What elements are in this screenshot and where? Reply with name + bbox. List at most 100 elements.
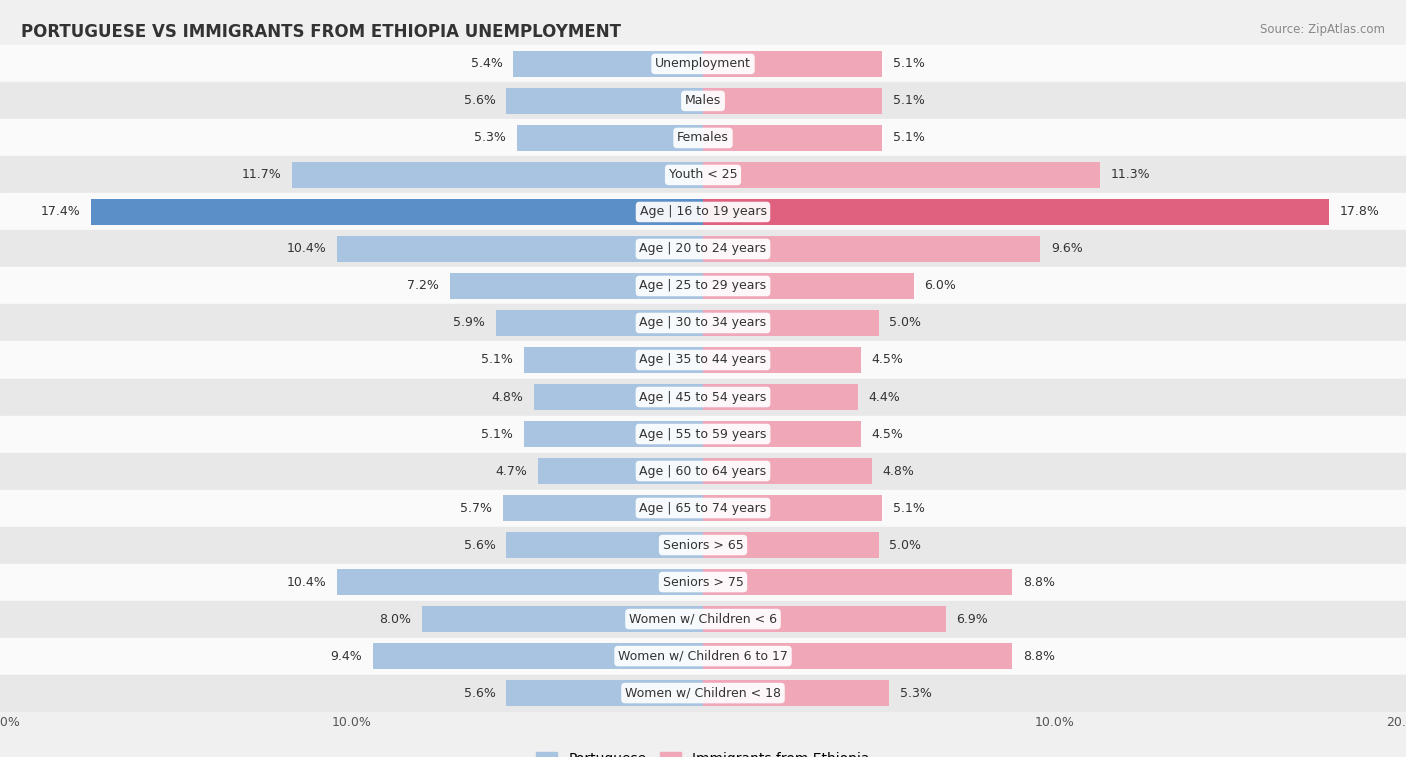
Text: PORTUGUESE VS IMMIGRANTS FROM ETHIOPIA UNEMPLOYMENT: PORTUGUESE VS IMMIGRANTS FROM ETHIOPIA U… xyxy=(21,23,621,41)
Text: Unemployment: Unemployment xyxy=(655,58,751,70)
Text: Seniors > 75: Seniors > 75 xyxy=(662,575,744,588)
Text: 4.7%: 4.7% xyxy=(495,465,527,478)
Text: 10.4%: 10.4% xyxy=(287,575,326,588)
Bar xyxy=(0,527,1406,563)
Bar xyxy=(703,569,1012,595)
Text: 5.1%: 5.1% xyxy=(893,58,925,70)
Bar xyxy=(0,194,1406,230)
Text: 5.1%: 5.1% xyxy=(893,95,925,107)
Text: Seniors > 65: Seniors > 65 xyxy=(662,538,744,552)
Text: 5.3%: 5.3% xyxy=(900,687,932,699)
Bar xyxy=(0,416,1406,453)
Bar xyxy=(0,304,1406,341)
Bar xyxy=(703,495,883,522)
Bar xyxy=(703,347,860,373)
Text: 11.3%: 11.3% xyxy=(1111,169,1150,182)
Text: Women w/ Children 6 to 17: Women w/ Children 6 to 17 xyxy=(619,650,787,662)
Text: 8.8%: 8.8% xyxy=(1024,650,1054,662)
Text: 4.4%: 4.4% xyxy=(869,391,900,403)
Text: 5.3%: 5.3% xyxy=(474,132,506,145)
Bar xyxy=(0,267,1406,304)
Bar xyxy=(506,680,703,706)
Text: Age | 60 to 64 years: Age | 60 to 64 years xyxy=(640,465,766,478)
Text: Age | 20 to 24 years: Age | 20 to 24 years xyxy=(640,242,766,255)
Text: Age | 45 to 54 years: Age | 45 to 54 years xyxy=(640,391,766,403)
Bar xyxy=(703,273,914,299)
Bar xyxy=(703,531,879,559)
Bar xyxy=(0,600,1406,637)
Bar xyxy=(517,125,703,151)
Text: Age | 16 to 19 years: Age | 16 to 19 years xyxy=(640,205,766,219)
Bar xyxy=(0,341,1406,378)
Bar xyxy=(703,680,889,706)
Text: 5.9%: 5.9% xyxy=(453,316,485,329)
Bar xyxy=(703,421,860,447)
Bar xyxy=(524,347,703,373)
Text: 7.2%: 7.2% xyxy=(408,279,439,292)
Bar xyxy=(524,421,703,447)
Text: 5.1%: 5.1% xyxy=(481,428,513,441)
Text: 4.8%: 4.8% xyxy=(883,465,914,478)
Text: 5.0%: 5.0% xyxy=(889,538,921,552)
Text: 8.8%: 8.8% xyxy=(1024,575,1054,588)
Text: 5.6%: 5.6% xyxy=(464,95,496,107)
Text: 11.7%: 11.7% xyxy=(242,169,281,182)
Text: Males: Males xyxy=(685,95,721,107)
Bar xyxy=(0,674,1406,712)
Bar xyxy=(503,495,703,522)
Text: 5.1%: 5.1% xyxy=(893,132,925,145)
Text: Age | 65 to 74 years: Age | 65 to 74 years xyxy=(640,502,766,515)
Text: 5.1%: 5.1% xyxy=(481,354,513,366)
Text: 8.0%: 8.0% xyxy=(380,612,412,625)
Bar xyxy=(0,45,1406,83)
Text: Age | 35 to 44 years: Age | 35 to 44 years xyxy=(640,354,766,366)
Bar xyxy=(373,643,703,669)
Text: Women w/ Children < 18: Women w/ Children < 18 xyxy=(626,687,780,699)
Bar xyxy=(703,235,1040,262)
Bar xyxy=(0,637,1406,674)
Bar xyxy=(0,120,1406,157)
Bar xyxy=(534,384,703,410)
Bar xyxy=(337,235,703,262)
Bar xyxy=(703,458,872,484)
Bar xyxy=(506,531,703,559)
Legend: Portuguese, Immigrants from Ethiopia: Portuguese, Immigrants from Ethiopia xyxy=(530,746,876,757)
Text: 5.1%: 5.1% xyxy=(893,502,925,515)
Bar xyxy=(496,310,703,336)
Bar xyxy=(0,378,1406,416)
Text: 5.0%: 5.0% xyxy=(889,316,921,329)
Bar xyxy=(537,458,703,484)
Bar xyxy=(506,88,703,114)
Text: 10.4%: 10.4% xyxy=(287,242,326,255)
Text: 6.9%: 6.9% xyxy=(956,612,988,625)
Bar xyxy=(0,563,1406,600)
Bar xyxy=(513,51,703,77)
Text: 17.4%: 17.4% xyxy=(41,205,82,219)
Bar xyxy=(0,157,1406,194)
Bar xyxy=(703,643,1012,669)
Text: 4.8%: 4.8% xyxy=(492,391,524,403)
Text: 17.8%: 17.8% xyxy=(1340,205,1379,219)
Bar xyxy=(0,83,1406,120)
Text: 4.5%: 4.5% xyxy=(872,354,904,366)
Bar xyxy=(450,273,703,299)
Text: Females: Females xyxy=(678,132,728,145)
Text: Age | 55 to 59 years: Age | 55 to 59 years xyxy=(640,428,766,441)
Text: 6.0%: 6.0% xyxy=(925,279,956,292)
Bar xyxy=(0,453,1406,490)
Text: 5.7%: 5.7% xyxy=(460,502,492,515)
Bar xyxy=(703,606,945,632)
Text: Age | 25 to 29 years: Age | 25 to 29 years xyxy=(640,279,766,292)
Bar xyxy=(337,569,703,595)
Text: 5.6%: 5.6% xyxy=(464,538,496,552)
Bar xyxy=(703,198,1329,226)
Text: 5.4%: 5.4% xyxy=(471,58,503,70)
Text: 4.5%: 4.5% xyxy=(872,428,904,441)
Bar xyxy=(703,384,858,410)
Bar xyxy=(703,125,883,151)
Bar xyxy=(703,162,1099,188)
Bar xyxy=(0,230,1406,267)
Text: Age | 30 to 34 years: Age | 30 to 34 years xyxy=(640,316,766,329)
Bar xyxy=(91,198,703,226)
Text: 9.6%: 9.6% xyxy=(1052,242,1083,255)
